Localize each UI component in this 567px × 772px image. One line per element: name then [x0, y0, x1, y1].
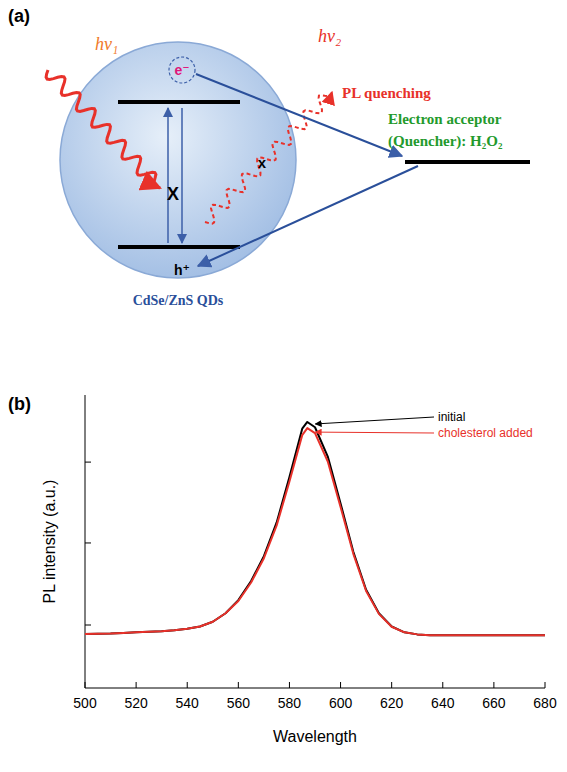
electron-transfer — [196, 74, 402, 156]
hole-label: h⁺ — [174, 262, 190, 278]
acceptor-level — [405, 160, 530, 164]
x-tick — [442, 682, 443, 688]
x-tick-label: 580 — [278, 695, 302, 711]
conduction-band — [118, 100, 240, 104]
x-tick-label: 660 — [482, 695, 506, 711]
emitted-photon — [205, 92, 332, 224]
blocked-mark: x — [258, 154, 267, 171]
x-tick — [289, 682, 290, 688]
x-tick — [238, 682, 239, 688]
label-arrow — [315, 432, 434, 434]
x-tick — [340, 682, 341, 688]
incident-photon — [46, 70, 160, 188]
valence-band — [118, 245, 240, 249]
quantum-dot — [60, 42, 296, 278]
y-tick — [85, 542, 91, 543]
x-tick — [493, 682, 494, 688]
electron-circle — [169, 57, 195, 83]
excitation-arrow — [167, 108, 169, 243]
series-line — [85, 422, 545, 635]
recombination-arrow — [181, 108, 183, 243]
acceptor-label: Electron acceptor — [388, 111, 502, 127]
series-label: cholesterol added — [438, 426, 533, 440]
x-tick-label: 540 — [176, 695, 200, 711]
x-tick-label: 680 — [533, 695, 557, 711]
figure: (a) hv₁ hv₂ PL quenching e⁻ h⁺ Xx Electron acce… — [0, 0, 567, 772]
y-axis — [85, 395, 86, 688]
electron-label: e⁻ — [174, 62, 189, 78]
panel-letter: (b) — [8, 394, 31, 414]
x-tick — [136, 682, 137, 688]
y-tick — [85, 462, 91, 463]
series-line — [85, 428, 545, 635]
series-label: initial — [438, 410, 465, 424]
x-tick — [187, 682, 188, 688]
x-tick-label: 560 — [227, 695, 251, 711]
quench-label: PL quenching — [342, 85, 431, 101]
x-tick-label: 500 — [73, 695, 97, 711]
x-tick-label: 600 — [329, 695, 353, 711]
x-tick-label: 620 — [380, 695, 404, 711]
acceptor-label: (Quencher): H₂O₂ — [388, 133, 503, 150]
x-tick — [545, 682, 546, 688]
x-axis — [85, 688, 545, 689]
hole-transfer — [198, 166, 418, 266]
y-axis-title: PL intensity (a.u.) — [41, 480, 58, 604]
photon-label: hv₁ — [95, 34, 118, 54]
photon-label: hv₂ — [318, 26, 341, 46]
x-axis-title: Wavelength — [273, 728, 357, 745]
x-tick-label: 520 — [124, 695, 148, 711]
panel-letter: (a) — [8, 6, 30, 26]
x-tick — [391, 682, 392, 688]
x-tick-label: 640 — [431, 695, 455, 711]
plot-area — [85, 422, 545, 635]
label-arrow — [315, 417, 434, 424]
blocked-mark: X — [167, 184, 179, 204]
particle-label: CdSe/ZnS QDs — [133, 293, 224, 308]
y-tick — [85, 625, 91, 626]
